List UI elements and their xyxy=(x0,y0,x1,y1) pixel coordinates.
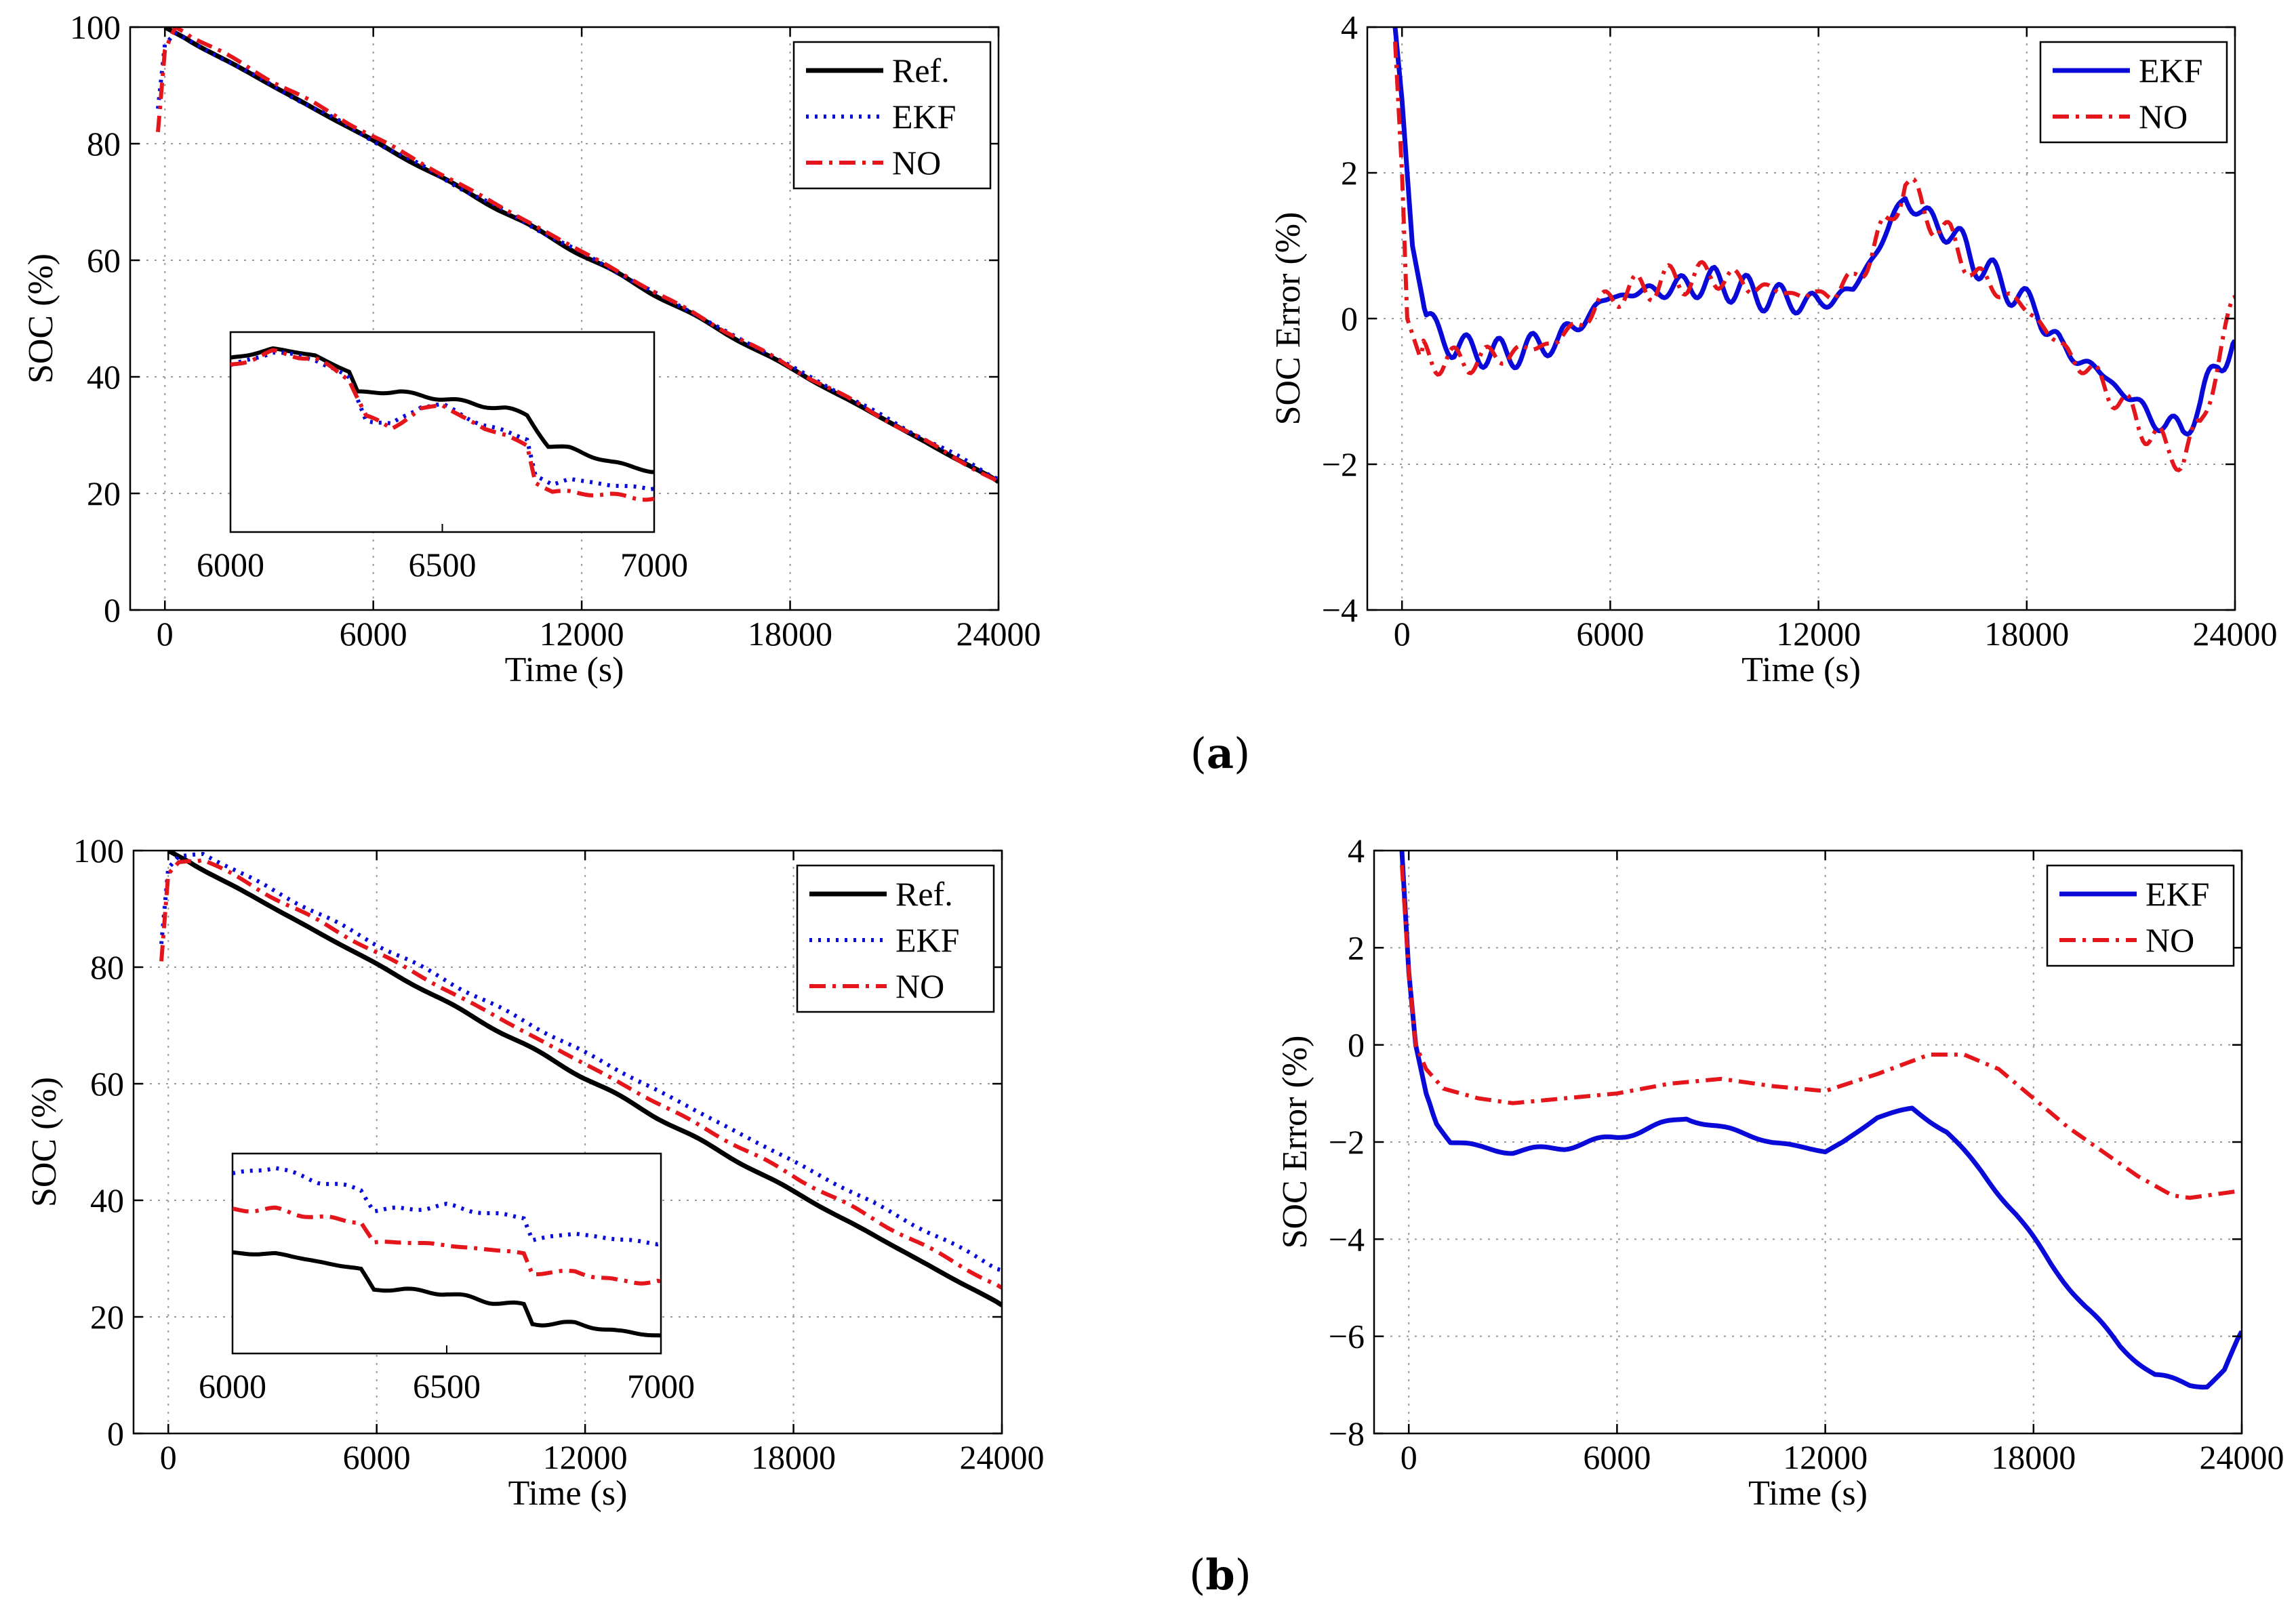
y-tick-label: 60 xyxy=(87,241,121,279)
legend-label-no: NO xyxy=(892,144,941,182)
series-line-no xyxy=(156,27,999,484)
inset-line-ekf xyxy=(230,350,654,491)
y-tick-label: 80 xyxy=(87,125,121,163)
y-tick-label: 60 xyxy=(90,1065,124,1103)
legend-label-ref: Ref. xyxy=(895,875,953,913)
inset-frame xyxy=(231,1152,662,1355)
x-tick-label: 18000 xyxy=(1991,1438,2076,1476)
y-axis-label: SOC (%) xyxy=(22,253,60,384)
y-tick-label: 40 xyxy=(90,1181,124,1219)
y-tick-label: 20 xyxy=(90,1298,124,1336)
x-tick-label: 18000 xyxy=(748,615,832,653)
legend-label-no: NO xyxy=(2146,921,2194,959)
series-line-no xyxy=(1393,41,2235,472)
legend-label-ref: Ref. xyxy=(892,52,950,89)
y-tick-label: 0 xyxy=(1348,1026,1365,1064)
inset-x-tick-label: 6000 xyxy=(199,1367,266,1405)
x-tick-label: 24000 xyxy=(960,1438,1045,1476)
x-tick-label: 12000 xyxy=(1776,615,1861,653)
legend-label-ekf: EKF xyxy=(892,98,956,136)
x-tick-label: 0 xyxy=(1394,615,1411,653)
y-tick-label: −2 xyxy=(1329,1123,1365,1161)
inset-line-no xyxy=(230,348,654,502)
inset-x-tick-label: 6500 xyxy=(409,546,477,584)
x-tick-label: 6000 xyxy=(340,615,407,653)
inset-line-no xyxy=(233,1205,661,1286)
x-tick-label: 12000 xyxy=(540,615,624,653)
y-tick-label: 100 xyxy=(70,8,121,46)
chart-b-soc: 0 6000 12000 18000 24000 0 20 40 60 80 100 Time (s)… xyxy=(25,832,1045,1513)
series-line-no xyxy=(159,857,1002,1290)
panel-label-a: (a) xyxy=(1190,729,1251,778)
inset-x-tick-label: 6500 xyxy=(413,1367,481,1405)
y-axis-label: SOC Error (%) xyxy=(1276,1036,1314,1249)
x-tick-label: 12000 xyxy=(1783,1438,1868,1476)
x-tick-label: 0 xyxy=(1401,1438,1417,1476)
x-tick-label: 0 xyxy=(157,615,174,653)
y-tick-label: −4 xyxy=(1322,591,1358,629)
y-tick-label: 0 xyxy=(107,1414,124,1452)
x-tick-label: 24000 xyxy=(2193,615,2278,653)
series-line-ref xyxy=(163,27,999,484)
y-tick-label: 100 xyxy=(73,832,124,870)
series-line-ekf xyxy=(1392,27,2235,437)
x-tick-label: 6000 xyxy=(1576,615,1644,653)
inset-x-tick-label: 7000 xyxy=(627,1367,695,1405)
x-axis-label: Time (s) xyxy=(1748,1474,1868,1513)
legend-label-ekf: EKF xyxy=(2146,875,2209,913)
legend-label-ekf: EKF xyxy=(2139,52,2202,89)
x-tick-label: 0 xyxy=(160,1438,177,1476)
inset-x-tick-label: 6000 xyxy=(197,546,264,584)
y-tick-label: 4 xyxy=(1341,8,1358,46)
legend-box xyxy=(792,41,992,190)
plot-frame xyxy=(129,26,1000,611)
series-line-ekf xyxy=(1399,851,2242,1390)
y-tick-label: 2 xyxy=(1348,929,1365,966)
x-tick-label: 6000 xyxy=(1583,1438,1651,1476)
x-tick-label: 18000 xyxy=(1984,615,2069,653)
x-tick-label: 24000 xyxy=(956,615,1041,653)
legend-box xyxy=(796,864,995,1013)
inset-x-tick-label: 7000 xyxy=(620,546,688,584)
x-axis-label: Time (s) xyxy=(505,651,624,689)
y-axis-label: SOC Error (%) xyxy=(1269,212,1308,426)
x-tick-label: 18000 xyxy=(751,1438,836,1476)
y-tick-label: −4 xyxy=(1329,1220,1365,1258)
inset-frame xyxy=(229,331,656,533)
y-tick-label: 0 xyxy=(104,591,121,629)
legend-label-ekf: EKF xyxy=(895,921,959,959)
y-tick-label: 4 xyxy=(1348,832,1365,870)
chart-a-error: 0 6000 12000 18000 24000 −4 −2 0 2 4 Time (s) SOC E… xyxy=(1269,8,2278,689)
y-tick-label: −6 xyxy=(1329,1318,1365,1356)
panel-label-b: (b) xyxy=(1189,1550,1251,1600)
x-axis-label: Time (s) xyxy=(1741,651,1861,689)
y-tick-label: 80 xyxy=(90,948,124,986)
y-axis-label: SOC (%) xyxy=(25,1077,64,1207)
inset-line-ref xyxy=(233,1250,661,1338)
plot-frame xyxy=(132,849,1003,1435)
legend-box xyxy=(2039,41,2228,144)
inset-line-ref xyxy=(230,346,654,474)
x-tick-label: 12000 xyxy=(543,1438,628,1476)
y-tick-label: 2 xyxy=(1341,154,1358,192)
chart-b-error: 0 6000 12000 18000 24000 −8 −6 −4 −2 0 2 4 Time (s) S… xyxy=(1276,832,2284,1513)
x-tick-label: 6000 xyxy=(343,1438,411,1476)
series-line-no xyxy=(1400,865,2242,1200)
y-tick-label: 20 xyxy=(87,474,121,512)
inset-line-ekf xyxy=(233,1166,661,1246)
x-tick-label: 24000 xyxy=(2200,1438,2284,1476)
legend-label-no: NO xyxy=(895,967,944,1005)
x-axis-label: Time (s) xyxy=(508,1474,628,1513)
y-tick-label: −8 xyxy=(1329,1414,1365,1452)
legend-box xyxy=(2046,864,2235,967)
y-tick-label: 0 xyxy=(1341,300,1358,338)
y-tick-label: −2 xyxy=(1322,445,1358,483)
series-line-ref xyxy=(167,851,1002,1307)
chart-a-soc: 0 6000 12000 18000 24000 0 20 40 60 80 100 Time (s)… xyxy=(22,8,1041,689)
y-tick-label: 40 xyxy=(87,358,121,396)
legend-label-no: NO xyxy=(2139,98,2188,136)
